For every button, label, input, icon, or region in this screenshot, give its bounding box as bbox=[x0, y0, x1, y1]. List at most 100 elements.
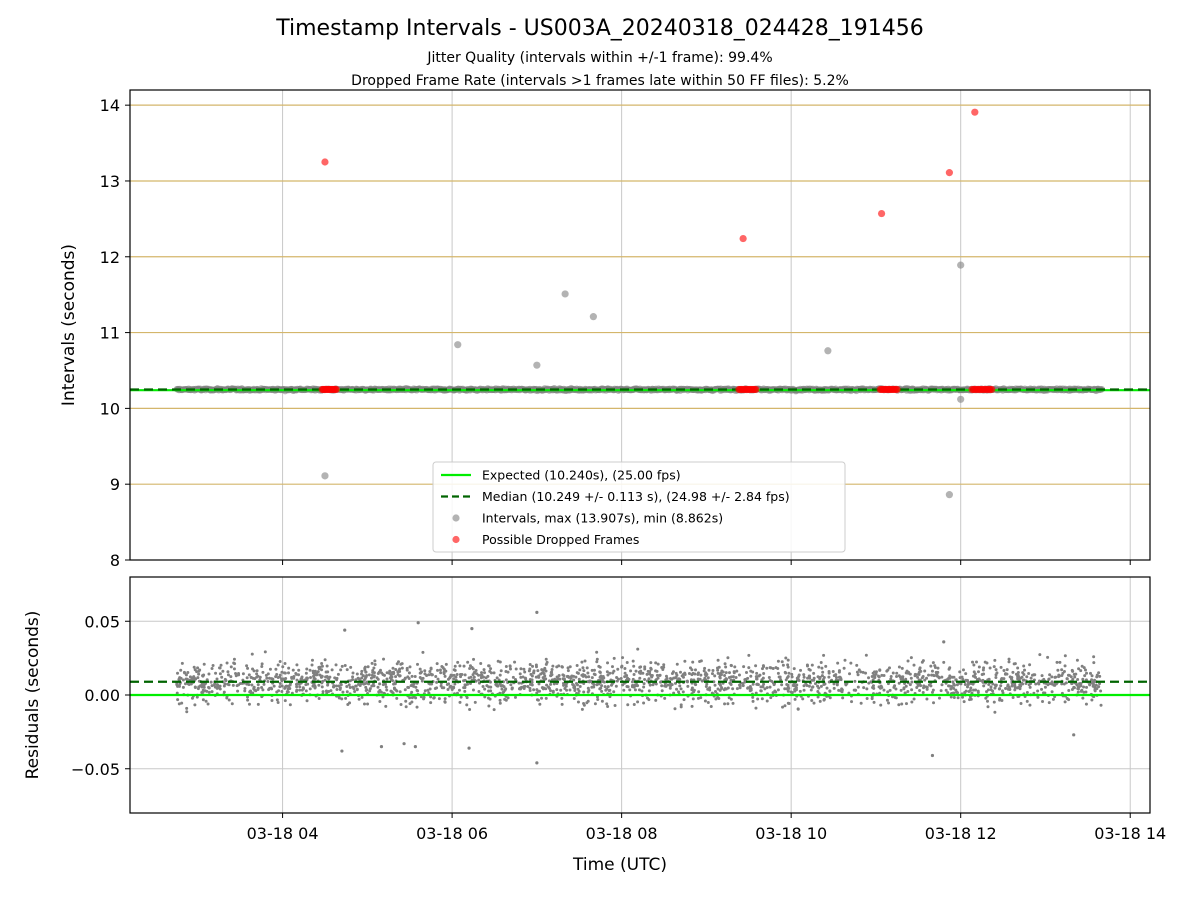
residual-point bbox=[916, 675, 920, 679]
residual-point bbox=[910, 700, 914, 704]
residual-point bbox=[920, 676, 924, 680]
residual-point bbox=[580, 660, 584, 664]
dropped-frame-point bbox=[752, 385, 760, 394]
residual-point bbox=[582, 669, 586, 673]
residual-point bbox=[605, 702, 609, 706]
residual-point bbox=[488, 697, 492, 701]
residual-point bbox=[375, 676, 379, 680]
residual-point bbox=[453, 682, 457, 686]
residual-point bbox=[206, 702, 210, 706]
residual-point bbox=[338, 686, 342, 690]
residual-point bbox=[906, 659, 910, 663]
residual-point bbox=[210, 667, 214, 671]
residual-point bbox=[685, 680, 689, 684]
residual-point bbox=[630, 680, 634, 684]
residual-point bbox=[839, 677, 843, 681]
residual-point bbox=[763, 687, 767, 691]
residual-point bbox=[1016, 671, 1020, 675]
residual-point bbox=[294, 671, 298, 675]
residual-point bbox=[741, 681, 745, 685]
residual-point bbox=[197, 672, 201, 676]
residual-point bbox=[198, 668, 202, 672]
residual-point bbox=[178, 684, 182, 688]
residual-point bbox=[541, 676, 545, 680]
residual-point bbox=[948, 666, 952, 670]
residual-point bbox=[432, 696, 436, 700]
residual-point bbox=[989, 688, 993, 692]
residual-point bbox=[436, 677, 440, 681]
residual-point bbox=[250, 652, 254, 656]
residual-point bbox=[349, 665, 353, 669]
residual-point bbox=[418, 667, 422, 671]
residual-point bbox=[699, 673, 703, 677]
residual-point bbox=[197, 685, 201, 689]
top-y-axis-label: Intervals (seconds) bbox=[59, 244, 79, 406]
residual-point bbox=[439, 671, 443, 675]
residual-point bbox=[718, 682, 722, 686]
residual-point bbox=[408, 702, 412, 706]
residual-point bbox=[601, 674, 605, 678]
residual-point bbox=[711, 668, 715, 672]
residual-point bbox=[378, 700, 382, 704]
residual-point bbox=[467, 676, 471, 680]
residual-point bbox=[855, 663, 859, 667]
residual-point bbox=[991, 682, 995, 686]
residual-point bbox=[234, 672, 238, 676]
residual-point bbox=[998, 687, 1002, 691]
residual-point bbox=[664, 684, 668, 688]
residual-point bbox=[816, 689, 820, 693]
legend-box bbox=[432, 461, 846, 553]
residual-point bbox=[888, 666, 892, 670]
residual-point bbox=[204, 699, 208, 703]
residual-point bbox=[501, 691, 505, 695]
residual-point bbox=[820, 666, 824, 670]
residual-point bbox=[1062, 669, 1066, 673]
residual-point bbox=[816, 695, 820, 699]
residual-point bbox=[489, 689, 493, 693]
residual-point bbox=[345, 690, 349, 694]
residual-point bbox=[224, 679, 228, 683]
residual-point bbox=[612, 690, 616, 694]
residual-point bbox=[1093, 688, 1097, 692]
residual-point bbox=[295, 685, 299, 689]
residual-point bbox=[210, 690, 214, 694]
residual-point bbox=[232, 657, 236, 661]
top-ytick-label: 12 bbox=[100, 248, 120, 267]
residual-point bbox=[442, 686, 446, 690]
residual-point bbox=[825, 686, 829, 690]
residual-point bbox=[207, 685, 211, 689]
residual-point bbox=[837, 669, 841, 673]
residual-point bbox=[308, 668, 312, 672]
residual-point bbox=[362, 702, 366, 706]
residual-point bbox=[243, 689, 247, 693]
residual-point bbox=[234, 674, 238, 678]
residual-point bbox=[321, 690, 325, 694]
residual-point bbox=[973, 672, 977, 676]
residual-point bbox=[333, 676, 337, 680]
residual-point bbox=[420, 679, 424, 683]
residual-point bbox=[1008, 688, 1012, 692]
residual-point bbox=[1007, 660, 1011, 664]
residual-point bbox=[246, 695, 250, 699]
residual-point bbox=[822, 698, 826, 702]
residual-point bbox=[805, 663, 809, 667]
residual-point bbox=[483, 671, 487, 675]
residual-point bbox=[317, 696, 321, 700]
residual-point bbox=[769, 696, 773, 700]
residual-point bbox=[1063, 700, 1067, 704]
residual-point bbox=[599, 686, 603, 690]
residual-point bbox=[480, 671, 484, 675]
residual-point bbox=[864, 671, 868, 675]
residual-point bbox=[660, 689, 664, 693]
residual-point bbox=[398, 674, 402, 678]
residual-point bbox=[681, 675, 685, 679]
residual-point bbox=[423, 669, 427, 673]
residual-point bbox=[576, 700, 580, 704]
top-ytick-label: 13 bbox=[100, 172, 120, 191]
residual-point bbox=[535, 610, 539, 615]
residual-point bbox=[1038, 653, 1042, 657]
bottom-xtick-label: 03-18 12 bbox=[925, 824, 997, 843]
residual-point bbox=[413, 745, 417, 749]
residual-point bbox=[602, 680, 606, 684]
residual-point bbox=[559, 688, 563, 692]
